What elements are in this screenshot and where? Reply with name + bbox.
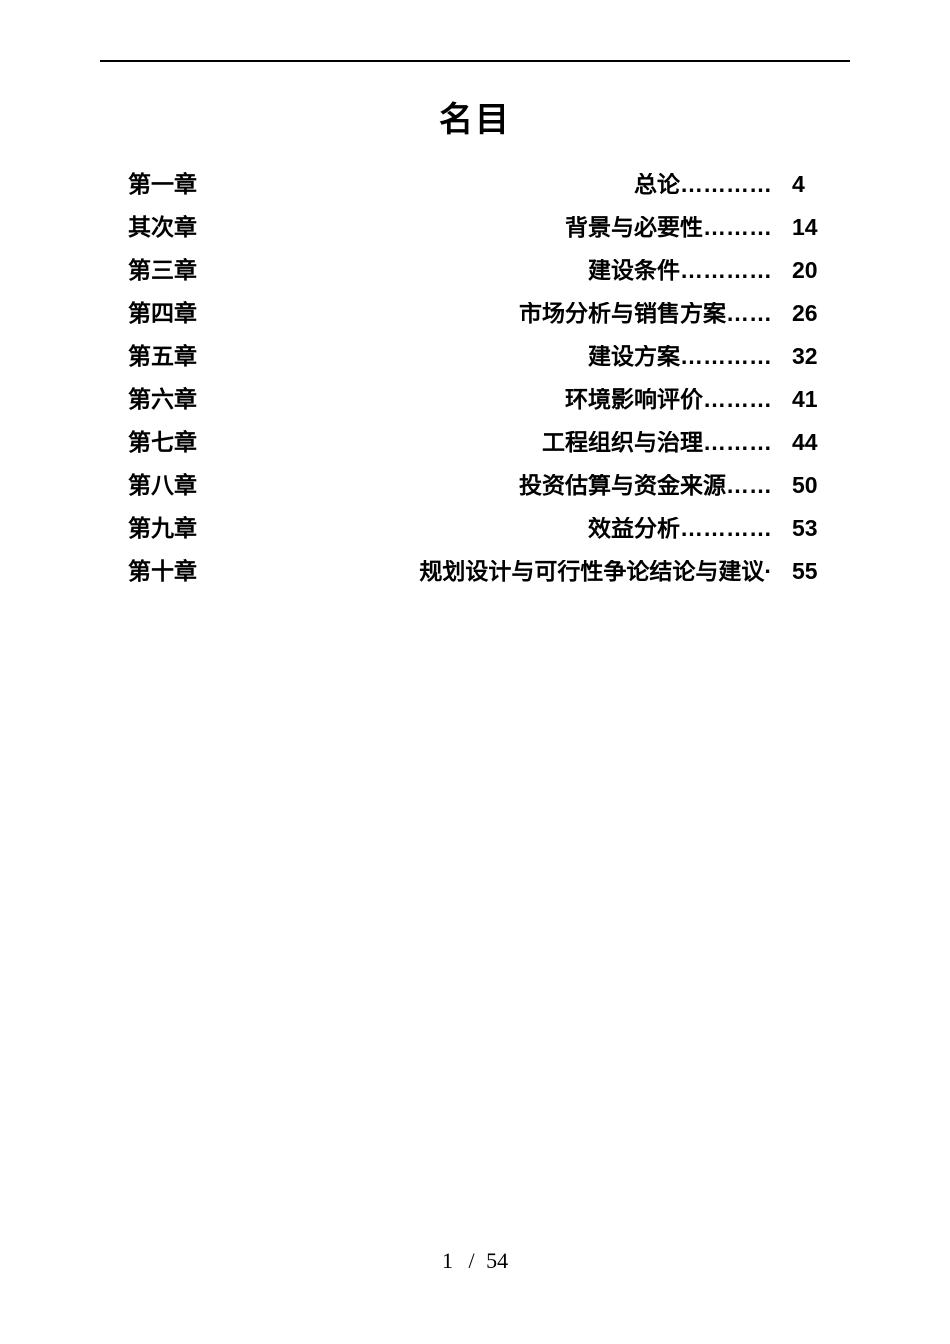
toc-label: 环境影响评价……… xyxy=(197,388,772,411)
toc-row: 第七章 工程组织与治理……… 44 xyxy=(128,421,822,464)
toc-row: 第六章 环境影响评价……… 41 xyxy=(128,378,822,421)
footer-current: 1 xyxy=(442,1248,453,1273)
toc-label: 工程组织与治理……… xyxy=(197,431,772,454)
toc-chapter: 第一章 xyxy=(128,173,197,196)
toc-label: 建设方案………… xyxy=(197,345,772,368)
toc-chapter: 第四章 xyxy=(128,302,197,325)
toc-chapter: 其次章 xyxy=(128,216,197,239)
header-rule xyxy=(100,60,850,62)
toc-label: 规划设计与可行性争论结论与建议· xyxy=(197,560,772,583)
toc-label: 背景与必要性……… xyxy=(197,216,772,239)
toc-row: 其次章 背景与必要性……… 14 xyxy=(128,206,822,249)
toc-row: 第一章 总论………… 4 xyxy=(128,163,822,206)
toc-page: 20 xyxy=(772,259,822,282)
toc-page: 44 xyxy=(772,431,822,454)
toc-label: 投资估算与资金来源…… xyxy=(197,474,772,497)
toc-page: 50 xyxy=(772,474,822,497)
toc-chapter: 第十章 xyxy=(128,560,197,583)
toc-list: 第一章 总论………… 4 其次章 背景与必要性……… 14 第三章 建设条件……… xyxy=(100,163,850,593)
footer-total: 54 xyxy=(486,1248,508,1273)
toc-page: 4 xyxy=(772,173,822,196)
toc-chapter: 第八章 xyxy=(128,474,197,497)
toc-row: 第十章 规划设计与可行性争论结论与建议· 55 xyxy=(128,550,822,593)
toc-label: 效益分析………… xyxy=(197,517,772,540)
toc-chapter: 第五章 xyxy=(128,345,197,368)
toc-page: 26 xyxy=(772,302,822,325)
toc-row: 第四章 市场分析与销售方案…… 26 xyxy=(128,292,822,335)
toc-page: 14 xyxy=(772,216,822,239)
toc-chapter: 第三章 xyxy=(128,259,197,282)
toc-chapter: 第六章 xyxy=(128,388,197,411)
footer-separator: / xyxy=(468,1248,474,1273)
toc-label: 总论………… xyxy=(197,173,772,196)
toc-label: 市场分析与销售方案…… xyxy=(197,302,772,325)
toc-page: 32 xyxy=(772,345,822,368)
toc-chapter: 第九章 xyxy=(128,517,197,540)
toc-page: 53 xyxy=(772,517,822,540)
toc-page: 55 xyxy=(772,560,822,583)
toc-chapter: 第七章 xyxy=(128,431,197,454)
toc-page: 41 xyxy=(772,388,822,411)
page-footer: 1 / 54 xyxy=(0,1248,950,1274)
toc-row: 第三章 建设条件………… 20 xyxy=(128,249,822,292)
toc-label: 建设条件………… xyxy=(197,259,772,282)
toc-row: 第五章 建设方案………… 32 xyxy=(128,335,822,378)
toc-row: 第八章 投资估算与资金来源…… 50 xyxy=(128,464,822,507)
toc-row: 第九章 效益分析………… 53 xyxy=(128,507,822,550)
document-page: 名目 第一章 总论………… 4 其次章 背景与必要性……… 14 第三章 建设条… xyxy=(0,0,950,1344)
toc-title: 名目 xyxy=(100,92,850,141)
